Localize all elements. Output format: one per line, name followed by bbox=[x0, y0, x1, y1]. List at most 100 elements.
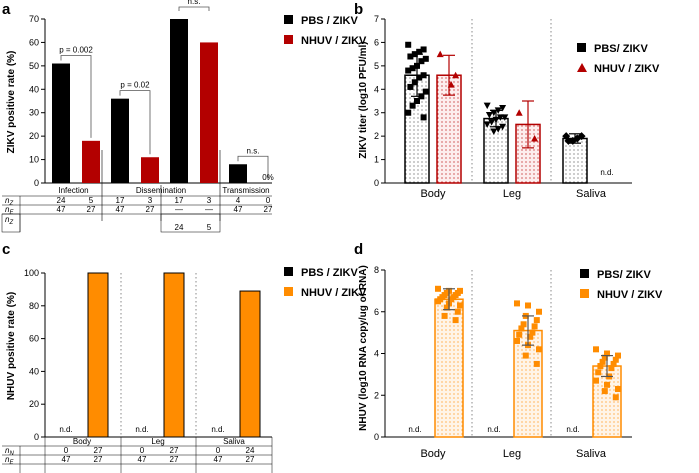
significance-bracket bbox=[119, 90, 151, 155]
significance-bracket bbox=[178, 6, 210, 11]
data-point bbox=[454, 308, 461, 315]
significance-bracket bbox=[237, 155, 269, 180]
data-point bbox=[436, 50, 444, 58]
data-point bbox=[483, 121, 491, 128]
data-point bbox=[610, 360, 617, 367]
panel-d-ylabel: NHUV (log10 RNA copy/ug of RNA) bbox=[358, 265, 369, 431]
data-point bbox=[441, 312, 448, 319]
data-point bbox=[531, 323, 538, 330]
x-category-label: Body bbox=[73, 437, 91, 446]
table-cell: 27 bbox=[94, 446, 103, 455]
not-detected-label: n.d. bbox=[135, 425, 148, 434]
not-detected-label: n.d. bbox=[408, 425, 421, 434]
panel-label-b: b bbox=[354, 1, 363, 18]
table-cell: 24 bbox=[175, 223, 184, 232]
table-cell: 3 bbox=[207, 196, 212, 205]
legend-marker bbox=[580, 269, 589, 278]
data-point bbox=[405, 109, 412, 116]
table-cell: 17 bbox=[116, 196, 125, 205]
table-cell: — bbox=[205, 205, 213, 214]
table-cell: — bbox=[175, 205, 183, 214]
data-point bbox=[416, 74, 423, 81]
bar-nhuv bbox=[200, 42, 218, 183]
legend-label: NHUV / ZIKV bbox=[301, 287, 367, 299]
panel-d-ytick-label: 8 bbox=[374, 265, 379, 275]
group-label: Transmission bbox=[222, 186, 269, 195]
significance-label: p = 0.002 bbox=[59, 46, 93, 55]
data-point bbox=[608, 365, 615, 372]
data-point bbox=[604, 381, 610, 388]
panel-c-ytick-label: 80 bbox=[29, 301, 39, 311]
bar-nhuv bbox=[239, 290, 261, 438]
bar-pbs bbox=[229, 164, 247, 183]
data-point bbox=[514, 300, 520, 307]
panel-a-ytick-label: 60 bbox=[29, 37, 39, 47]
data-point bbox=[529, 329, 536, 336]
panel-label-a: a bbox=[2, 1, 11, 18]
subscript: E bbox=[9, 210, 14, 216]
data-point bbox=[515, 109, 523, 116]
table-cell: 47 bbox=[57, 205, 66, 214]
table-cell: 27 bbox=[94, 455, 103, 464]
not-detected-label: n.d. bbox=[566, 425, 579, 434]
data-point bbox=[533, 317, 540, 324]
data-point bbox=[420, 114, 427, 121]
data-point bbox=[593, 346, 599, 353]
data-point bbox=[411, 79, 418, 86]
data-point bbox=[516, 331, 523, 338]
table-row-label: nE bbox=[5, 205, 14, 216]
table-cell: 3 bbox=[148, 196, 153, 205]
legend-label: NHUV / ZIKV bbox=[594, 63, 660, 75]
table-cell: 47 bbox=[138, 455, 147, 464]
bar-pbs bbox=[52, 63, 70, 184]
legend-marker bbox=[284, 15, 293, 24]
data-point bbox=[518, 325, 525, 332]
data-point bbox=[499, 123, 507, 131]
not-detected-label: n.d. bbox=[600, 168, 613, 177]
x-category-label: Body bbox=[420, 188, 446, 200]
table-row-label: nE bbox=[5, 455, 14, 466]
data-point bbox=[604, 350, 610, 357]
table-cell: 27 bbox=[146, 205, 155, 214]
legend-marker bbox=[284, 267, 293, 276]
data-point bbox=[409, 65, 416, 72]
table-row-label: nZ bbox=[5, 215, 13, 226]
data-point bbox=[514, 337, 520, 344]
panel-b-ytick-label: 7 bbox=[374, 14, 379, 24]
data-point bbox=[414, 98, 420, 104]
legend-label: PBS / ZIKV bbox=[301, 267, 359, 279]
data-point bbox=[490, 128, 498, 135]
bar-nhuv bbox=[163, 272, 185, 438]
legend-label: PBS/ ZIKV bbox=[594, 43, 648, 55]
panel-label-c: c bbox=[2, 241, 10, 258]
data-point bbox=[601, 354, 608, 361]
data-point bbox=[488, 119, 496, 126]
subscript: Z bbox=[8, 201, 13, 207]
legend-label: NHUV / ZIKV bbox=[301, 35, 367, 47]
group-label: Dissemination bbox=[136, 186, 186, 195]
legend-marker bbox=[577, 63, 587, 72]
panel-b-ytick-label: 2 bbox=[374, 131, 379, 141]
data-point bbox=[593, 377, 599, 384]
data-point bbox=[407, 53, 414, 60]
significance-bracket bbox=[60, 55, 92, 138]
legend-label: PBS/ ZIKV bbox=[597, 269, 651, 281]
data-point bbox=[422, 55, 429, 62]
significance-label: n.s. bbox=[188, 0, 201, 6]
table-box bbox=[1, 213, 21, 233]
panel-b-ytick-label: 6 bbox=[374, 37, 379, 47]
table-cell: 5 bbox=[89, 196, 94, 205]
table-cell: 47 bbox=[116, 205, 125, 214]
data-point bbox=[499, 105, 507, 112]
legend-marker bbox=[577, 43, 586, 52]
data-point bbox=[405, 67, 412, 74]
table-cell: 0 bbox=[216, 446, 221, 455]
legend-marker bbox=[284, 35, 293, 44]
data-point bbox=[443, 304, 450, 311]
data-point bbox=[601, 388, 608, 395]
panel-b: 0 1 2 3 4 5 6 7 n.d. Body Leg Saliva PBS/ ZIKV NHUV /… bbox=[374, 14, 660, 200]
panel-b-ytick-label: 0 bbox=[374, 178, 379, 188]
data-point bbox=[595, 369, 602, 376]
bar-nhuv bbox=[87, 272, 109, 438]
